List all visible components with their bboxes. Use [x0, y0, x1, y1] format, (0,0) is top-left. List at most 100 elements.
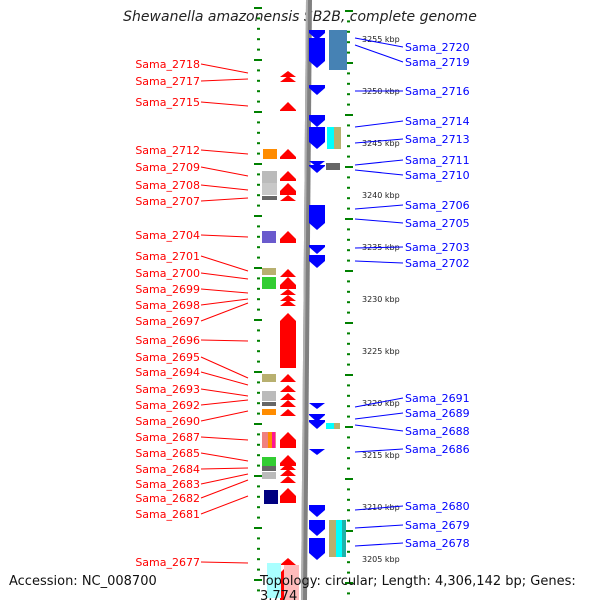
gene-label-sama_2694: Sama_2694: [135, 366, 200, 379]
tick-mark-right: [347, 436, 350, 439]
gene-pointer-line: [200, 467, 249, 470]
gene-pointer-line: [354, 260, 404, 264]
tick-mark-right: [347, 540, 350, 543]
tick-mark-left: [257, 433, 260, 436]
tick-mark-left: [254, 319, 262, 321]
forward-gene-arrow: [280, 149, 296, 159]
gene-pointer-line: [200, 452, 249, 462]
tick-mark-right: [347, 207, 350, 210]
tick-mark-left: [257, 142, 260, 145]
tick-mark-right: [345, 322, 353, 324]
scale-label: 3220 kbp: [362, 399, 400, 408]
gene-pointer-line: [354, 505, 404, 511]
reverse-gene-arrow: [309, 245, 325, 254]
tick-mark-left: [257, 121, 260, 124]
scale-label: 3215 kbp: [362, 451, 400, 460]
tick-mark-left: [254, 267, 262, 269]
forward-gene-arrow: [280, 558, 296, 565]
gene-feature-box: [262, 183, 277, 195]
forward-gene-arrow: [280, 277, 296, 289]
forward-gene-arrow: [280, 409, 296, 416]
reverse-gene-arrow: [309, 449, 325, 455]
gene-feature-box: [263, 149, 277, 159]
tick-mark-right: [345, 114, 353, 116]
tick-mark-left: [257, 391, 260, 394]
tick-mark-right: [347, 176, 350, 179]
scale-label: 3245 kbp: [362, 139, 400, 148]
gene-label-sama_2685: Sama_2685: [135, 447, 200, 460]
tick-mark-right: [347, 457, 350, 460]
tick-mark-right: [345, 530, 353, 532]
forward-gene-arrow: [280, 171, 296, 181]
reverse-gene-arrow: [309, 85, 325, 95]
tick-mark-right: [347, 134, 350, 137]
gene-label-sama_2701: Sama_2701: [135, 250, 200, 263]
tick-mark-right: [347, 280, 350, 283]
tick-mark-right: [347, 509, 350, 512]
tick-mark-right: [347, 249, 350, 252]
gene-pointer-line: [354, 542, 404, 547]
tick-mark-right: [347, 124, 350, 127]
gene-label-sama_2702: Sama_2702: [405, 257, 470, 270]
gene-pointer-line: [200, 561, 249, 564]
gene-feature-box: [262, 457, 276, 466]
forward-gene-arrow: [280, 71, 296, 77]
tick-mark-left: [257, 412, 260, 415]
tick-mark-left: [257, 246, 260, 249]
forward-gene-arrow: [280, 313, 296, 368]
tick-mark-left: [257, 69, 260, 72]
tick-mark-left: [257, 287, 260, 290]
gene-pointer-line: [200, 149, 249, 155]
tick-mark-right: [347, 145, 350, 148]
gene-pointer-line: [200, 356, 249, 379]
tick-mark-left: [257, 360, 260, 363]
tick-mark-left: [257, 27, 260, 30]
tick-mark-right: [347, 311, 350, 314]
gene-label-sama_2689: Sama_2689: [405, 407, 470, 420]
tick-mark-left: [257, 485, 260, 488]
gene-label-sama_2699: Sama_2699: [135, 283, 200, 296]
tick-mark-right: [347, 405, 350, 408]
gene-label-sama_2709: Sama_2709: [135, 161, 200, 174]
gene-pointer-line: [200, 473, 249, 485]
tick-mark-right: [347, 342, 350, 345]
forward-gene-arrow: [280, 432, 296, 448]
backbone-line: [301, 0, 312, 600]
gene-label-sama_2706: Sama_2706: [405, 199, 470, 212]
gene-feature-box: [272, 432, 275, 448]
gene-pointer-line: [200, 101, 249, 107]
tick-mark-right: [347, 228, 350, 231]
tick-mark-left: [257, 100, 260, 103]
forward-gene-arrow: [280, 463, 296, 470]
forward-gene-arrow: [280, 289, 296, 295]
gene-pointer-line: [354, 397, 404, 408]
tick-mark-left: [257, 516, 260, 519]
gene-pointer-line: [200, 371, 249, 386]
gene-feature-box: [262, 196, 277, 200]
gene-pointer-line: [354, 138, 404, 144]
gene-pointer-line: [354, 204, 404, 210]
tick-mark-left: [254, 163, 262, 165]
gene-label-sama_2720: Sama_2720: [405, 41, 470, 54]
gene-label-sama_2718: Sama_2718: [135, 58, 200, 71]
tick-mark-left: [257, 506, 260, 509]
tick-mark-right: [347, 20, 350, 23]
tick-mark-right: [347, 353, 350, 356]
tick-mark-left: [257, 225, 260, 228]
scale-label: 3240 kbp: [362, 191, 400, 200]
tick-mark-right: [347, 332, 350, 335]
gene-feature-box: [334, 423, 340, 429]
gene-label-sama_2719: Sama_2719: [405, 56, 470, 69]
gene-label-sama_2703: Sama_2703: [405, 241, 470, 254]
gene-label-sama_2680: Sama_2680: [405, 500, 470, 513]
tick-mark-left: [254, 475, 262, 477]
tick-mark-right: [345, 478, 353, 480]
tick-mark-right: [347, 259, 350, 262]
tick-mark-left: [257, 568, 260, 571]
gene-pointer-line: [200, 255, 249, 272]
reverse-gene-arrow: [309, 115, 325, 127]
gene-pointer-line: [200, 234, 249, 238]
tick-mark-right: [345, 426, 353, 428]
gene-label-sama_2705: Sama_2705: [405, 217, 470, 230]
